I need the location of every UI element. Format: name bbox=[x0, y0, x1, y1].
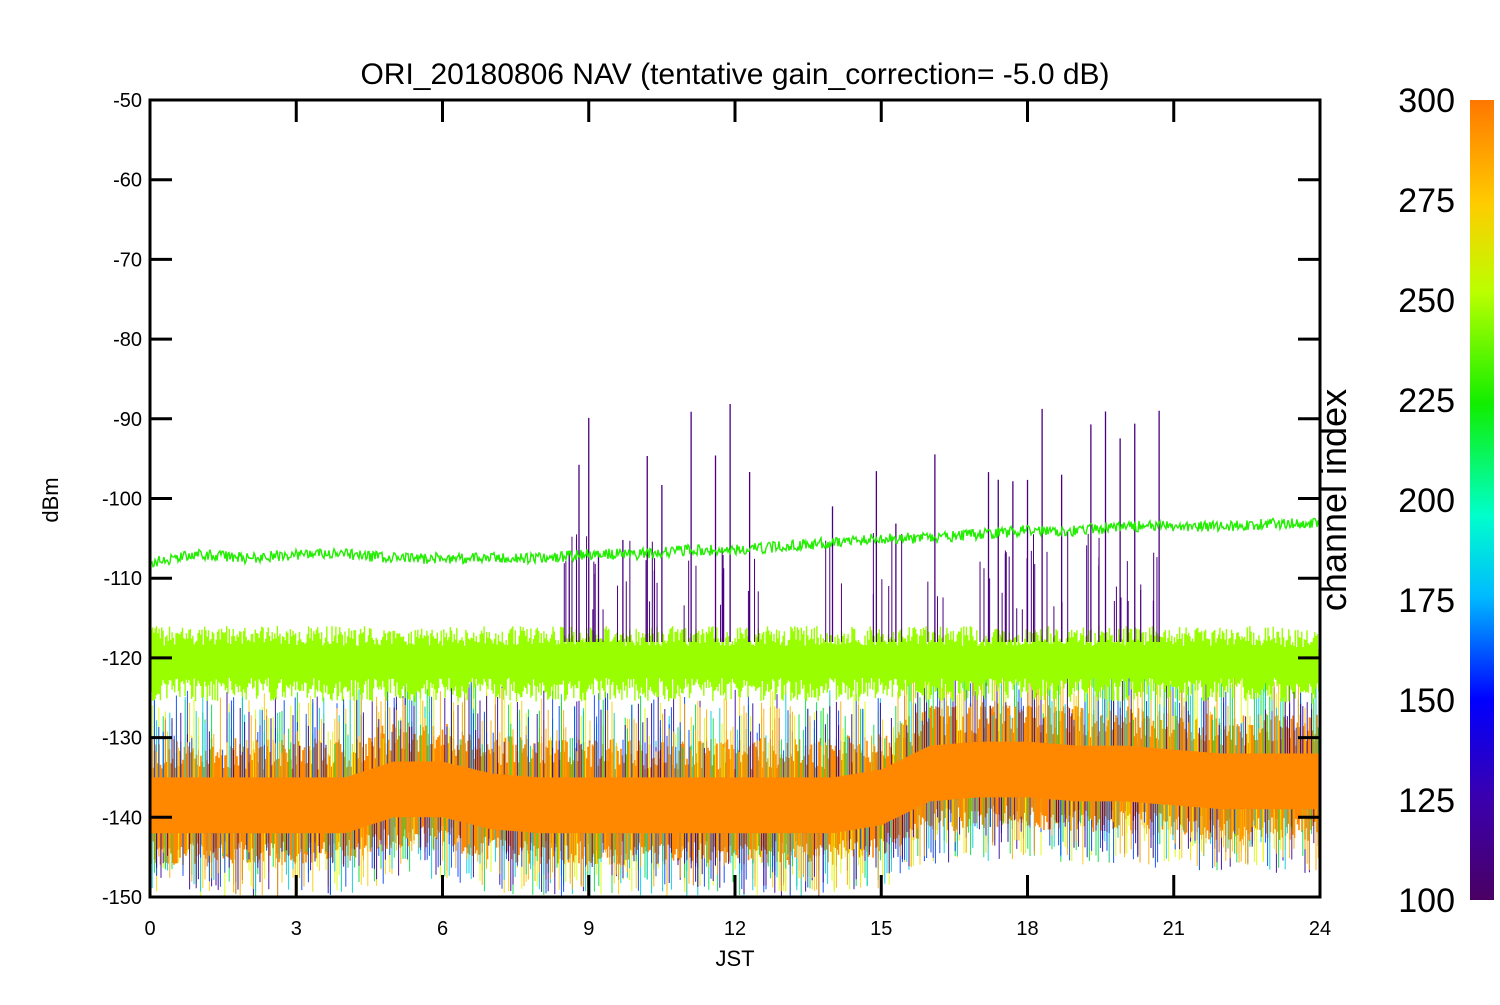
colorbar-label: channel index bbox=[1313, 389, 1354, 611]
y-tick-label: -140 bbox=[102, 807, 142, 829]
x-tick-label: 9 bbox=[583, 918, 594, 940]
colorbar-tick-label: 250 bbox=[1398, 282, 1455, 320]
plot-area bbox=[150, 404, 1320, 897]
chart-title: ORI_20180806 NAV (tentative gain_correct… bbox=[360, 58, 1109, 91]
y-tick-label: -50 bbox=[113, 90, 142, 112]
colorbar bbox=[1470, 100, 1494, 900]
y-tick-label: -130 bbox=[102, 728, 142, 750]
y-tick-label: -70 bbox=[113, 249, 142, 271]
colorbar-tick-label: 125 bbox=[1398, 782, 1455, 820]
y-tick-label: -80 bbox=[113, 329, 142, 351]
series-band-orange bbox=[150, 701, 1320, 865]
colorbar-ticks: 300 275 250 225 200 175 150 125 100 bbox=[1398, 82, 1455, 920]
colorbar-tick-label: 275 bbox=[1398, 182, 1455, 220]
y-tick-label: -60 bbox=[113, 170, 142, 192]
x-axis-label: JST bbox=[715, 946, 754, 971]
x-tick-label: 18 bbox=[1016, 918, 1038, 940]
y-tick-label: -120 bbox=[102, 648, 142, 670]
y-tick-label: -90 bbox=[113, 409, 142, 431]
colorbar-tick-label: 100 bbox=[1398, 882, 1455, 920]
x-tick-label: 6 bbox=[437, 918, 448, 940]
series-orange-trace bbox=[150, 701, 1320, 865]
x-tick-label: 21 bbox=[1163, 918, 1185, 940]
x-tick-label: 0 bbox=[144, 918, 155, 940]
x-tick-label: 15 bbox=[870, 918, 892, 940]
x-tick-label: 24 bbox=[1309, 918, 1331, 940]
axis-ticks: 0 3 6 9 12 15 18 21 24 -50 -60 -70 -80 -90 -100 -110 -12… bbox=[102, 90, 1331, 940]
fringe-trace bbox=[150, 656, 1319, 897]
y-tick-label: -100 bbox=[102, 489, 142, 511]
y-axis-label: dBm bbox=[38, 477, 63, 522]
y-tick-label: -150 bbox=[102, 887, 142, 909]
colorbar-tick-label: 175 bbox=[1398, 582, 1455, 620]
x-tick-label: 12 bbox=[724, 918, 746, 940]
series-fringe bbox=[150, 655, 1319, 897]
series-yellowgreen-trace bbox=[150, 626, 1320, 704]
colorbar-tick-label: 300 bbox=[1398, 82, 1455, 120]
colorbar-tick-label: 200 bbox=[1398, 482, 1455, 520]
y-tick-label: -110 bbox=[103, 568, 142, 590]
colorbar-tick-label: 150 bbox=[1398, 682, 1455, 720]
series-green-line bbox=[150, 517, 1320, 568]
colorbar-tick-label: 225 bbox=[1398, 382, 1455, 420]
series-spikes bbox=[563, 404, 1160, 642]
x-tick-label: 3 bbox=[291, 918, 302, 940]
